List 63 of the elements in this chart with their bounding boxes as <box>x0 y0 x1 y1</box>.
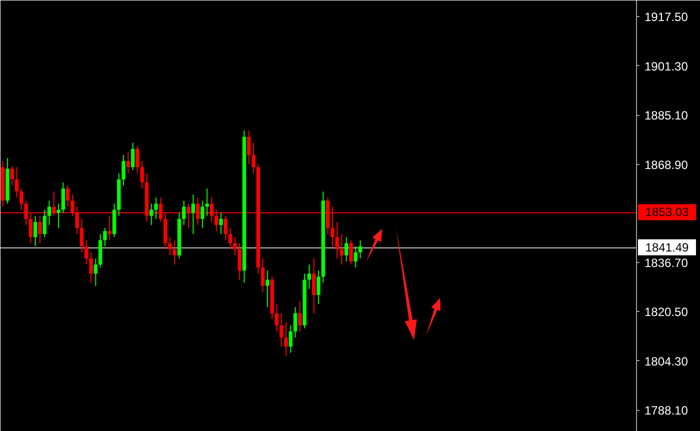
candlestick <box>191 194 196 235</box>
candlestick <box>89 252 93 284</box>
y-tick-label: 1868.90 <box>644 158 688 172</box>
candlestick <box>307 264 312 290</box>
y-tick-label: 1885.10 <box>644 108 688 123</box>
y-tick-label: 1836.70 <box>644 256 688 270</box>
candlestick <box>200 200 204 229</box>
candlestick <box>38 215 42 244</box>
candlestick <box>66 184 70 208</box>
candlestick <box>80 218 84 253</box>
y-tick-label: 1804.30 <box>644 354 688 368</box>
candlestick <box>233 236 237 256</box>
candlestick <box>61 182 66 214</box>
candlestick <box>354 246 358 268</box>
candlestick <box>33 215 38 247</box>
candlestick <box>108 215 112 241</box>
candlestick <box>140 160 144 189</box>
candlestick <box>266 270 270 308</box>
candlestick <box>168 236 172 256</box>
candlestick <box>84 240 88 266</box>
candlestick <box>103 228 107 247</box>
candlestick <box>260 258 265 292</box>
candlestick <box>136 145 140 174</box>
candlestick <box>293 306 298 338</box>
candlestick <box>316 270 320 305</box>
candlestick <box>274 304 279 332</box>
y-tick-label: 1788.10 <box>644 404 688 418</box>
candlestick <box>252 142 256 174</box>
candlestick <box>20 188 24 210</box>
candlestick <box>182 200 186 226</box>
candlestick <box>288 324 293 354</box>
candlestick <box>280 312 284 348</box>
candlestick <box>122 154 126 186</box>
candlestick <box>228 228 232 250</box>
candlestick <box>312 258 316 314</box>
candlestick <box>247 130 251 165</box>
ref-line-label: 1853.03 <box>645 205 690 220</box>
candlestick <box>150 203 154 226</box>
candlestick <box>94 258 98 286</box>
ref-line-label: 1841.49 <box>645 240 690 254</box>
candlestick <box>130 142 135 171</box>
candlestick <box>56 203 60 229</box>
candlestick <box>14 166 19 198</box>
candlestick <box>47 200 52 226</box>
y-tick-label: 1917.50 <box>644 10 688 24</box>
candlestick <box>126 151 130 174</box>
candlestick <box>284 322 288 356</box>
candlestick <box>10 165 14 186</box>
candlestick <box>238 242 242 280</box>
y-tick-label: 1820.50 <box>644 305 688 320</box>
candlestick <box>298 300 302 332</box>
y-tick-label: 1901.30 <box>644 59 688 74</box>
candlestick <box>172 240 176 266</box>
candlestick <box>344 236 348 262</box>
candlestick <box>224 215 228 241</box>
candlestick <box>340 234 344 266</box>
candlestick <box>154 197 158 220</box>
candlestick <box>349 240 353 266</box>
candlestick <box>205 188 209 216</box>
candlestick <box>335 221 339 259</box>
candlestick <box>219 212 223 235</box>
candlestick <box>358 240 362 259</box>
candlestick <box>42 209 46 238</box>
